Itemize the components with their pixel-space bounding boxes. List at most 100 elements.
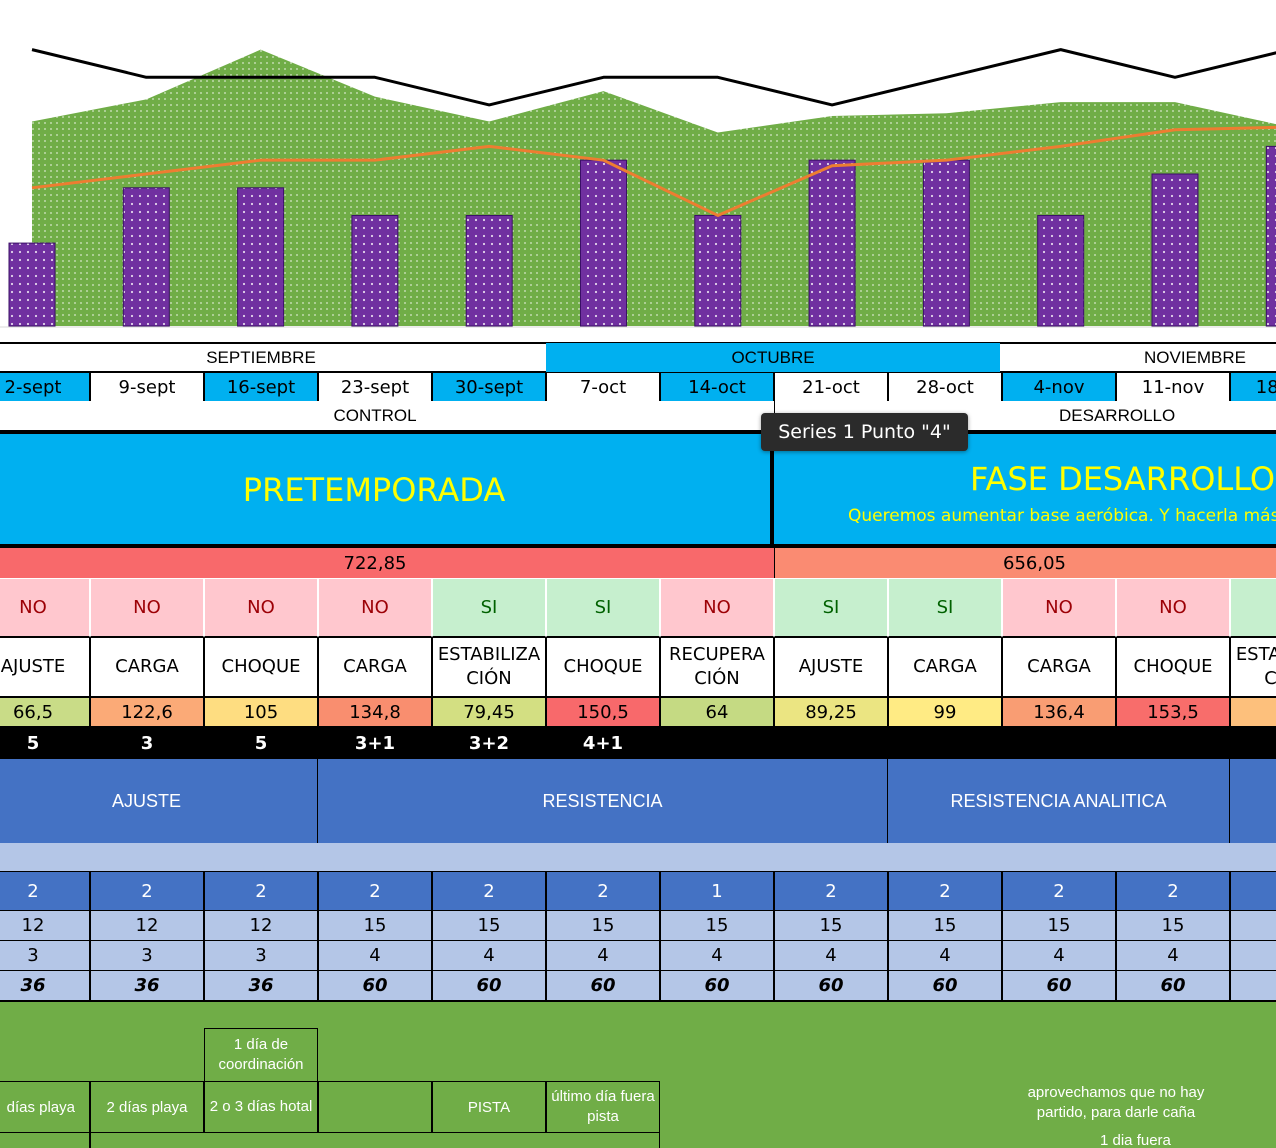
- bar-11[interactable]: [1265, 145, 1276, 327]
- row1-9[interactable]: 2: [1002, 871, 1116, 911]
- row1-1[interactable]: 2: [90, 871, 204, 911]
- match-2[interactable]: NO: [204, 578, 318, 637]
- row4-10[interactable]: 60: [1116, 970, 1230, 1001]
- bar-7[interactable]: [808, 159, 856, 327]
- match-1[interactable]: NO: [90, 578, 204, 637]
- match-10[interactable]: NO: [1116, 578, 1230, 637]
- note-hotal[interactable]: 2 o 3 días hotal: [204, 1081, 318, 1133]
- row3-2[interactable]: 3: [204, 940, 318, 971]
- load-4[interactable]: 79,45: [432, 697, 546, 727]
- bar-1[interactable]: [122, 187, 170, 327]
- sessions-2[interactable]: 5: [254, 732, 268, 754]
- bar-6[interactable]: [694, 214, 742, 327]
- month-octubre[interactable]: OCTUBRE: [546, 343, 1000, 372]
- note-dias-playa[interactable]: días playa: [0, 1081, 90, 1133]
- bar-3[interactable]: [351, 214, 399, 327]
- row4-3[interactable]: 60: [318, 970, 432, 1001]
- micro-1[interactable]: CARGA: [90, 637, 204, 697]
- load-5[interactable]: 150,5: [546, 697, 660, 727]
- phase-desarrollo[interactable]: FASE DESARROLLO Queremos aumentar base ae…: [774, 434, 1276, 545]
- match-5[interactable]: SI: [546, 578, 660, 637]
- match-4[interactable]: SI: [432, 578, 546, 637]
- row1-6[interactable]: 1: [660, 871, 774, 911]
- micro-6[interactable]: RECUPERACIÓN: [660, 637, 774, 697]
- row1-3[interactable]: 2: [318, 871, 432, 911]
- row3-5[interactable]: 4: [546, 940, 660, 971]
- row1-10[interactable]: 2: [1116, 871, 1230, 911]
- row2-4[interactable]: 15: [432, 910, 546, 941]
- note-right-2[interactable]: 1 dia fuera: [1100, 1131, 1171, 1148]
- bar-4[interactable]: [465, 214, 513, 327]
- load-8[interactable]: 99: [888, 697, 1002, 727]
- week-11[interactable]: 18-nov: [1230, 372, 1276, 402]
- row2-7[interactable]: 15: [774, 910, 888, 941]
- note-coordinacion[interactable]: 1 día de coordinación: [204, 1028, 318, 1082]
- week-9[interactable]: 4-nov: [1002, 372, 1116, 402]
- row4-9[interactable]: 60: [1002, 970, 1116, 1001]
- load-10[interactable]: 153,5: [1116, 697, 1230, 727]
- note-pista[interactable]: PISTA: [432, 1081, 546, 1133]
- phase-pretemporada[interactable]: PRETEMPORADA: [0, 434, 772, 545]
- row3-3[interactable]: 4: [318, 940, 432, 971]
- row2-5[interactable]: 15: [546, 910, 660, 941]
- micro-4[interactable]: ESTABILIZACIÓN: [432, 637, 546, 697]
- load-6[interactable]: 64: [660, 697, 774, 727]
- week-6[interactable]: 14-oct: [660, 372, 774, 402]
- row3-4[interactable]: 4: [432, 940, 546, 971]
- week-1[interactable]: 9-sept: [90, 372, 204, 402]
- load-1[interactable]: 122,6: [90, 697, 204, 727]
- row4-11[interactable]: [1230, 970, 1276, 1001]
- block-ajuste[interactable]: AJUSTE: [0, 759, 318, 843]
- row4-2[interactable]: 36: [204, 970, 318, 1001]
- area-series[interactable]: [32, 49, 1276, 326]
- note-2-dias-playa[interactable]: 2 días playa: [90, 1081, 204, 1133]
- match-3[interactable]: NO: [318, 578, 432, 637]
- sessions-3[interactable]: 3+1: [354, 732, 396, 754]
- sessions-4[interactable]: 3+2: [468, 732, 510, 754]
- row4-8[interactable]: 60: [888, 970, 1002, 1001]
- meso-control[interactable]: CONTROL: [0, 401, 774, 431]
- micro-2[interactable]: CHOQUE: [204, 637, 318, 697]
- block-resistencia-analitica[interactable]: RESISTENCIA ANALITICA: [888, 759, 1230, 843]
- load-2[interactable]: 105: [204, 697, 318, 727]
- row2-11[interactable]: [1230, 910, 1276, 941]
- sessions-1[interactable]: 3: [140, 732, 154, 754]
- week-8[interactable]: 28-oct: [888, 372, 1002, 402]
- total-desarrollo[interactable]: 656,05: [774, 548, 1276, 578]
- week-0[interactable]: 2-sept: [0, 372, 90, 402]
- row2-1[interactable]: 12: [90, 910, 204, 941]
- row3-11[interactable]: [1230, 940, 1276, 971]
- row1-7[interactable]: 2: [774, 871, 888, 911]
- row3-9[interactable]: 4: [1002, 940, 1116, 971]
- load-11[interactable]: 11: [1230, 697, 1276, 727]
- note-empty[interactable]: [318, 1081, 432, 1133]
- row2-6[interactable]: 15: [660, 910, 774, 941]
- row3-6[interactable]: 4: [660, 940, 774, 971]
- match-9[interactable]: NO: [1002, 578, 1116, 637]
- row2-9[interactable]: 15: [1002, 910, 1116, 941]
- bar-9[interactable]: [1037, 214, 1085, 327]
- load-3[interactable]: 134,8: [318, 697, 432, 727]
- row1-2[interactable]: 2: [204, 871, 318, 911]
- row2-3[interactable]: 15: [318, 910, 432, 941]
- block-resistencia[interactable]: RESISTENCIA: [318, 759, 888, 843]
- row2-8[interactable]: 15: [888, 910, 1002, 941]
- week-7[interactable]: 21-oct: [774, 372, 888, 402]
- micro-10[interactable]: CHOQUE: [1116, 637, 1230, 697]
- bar-0[interactable]: [8, 242, 56, 327]
- row4-4[interactable]: 60: [432, 970, 546, 1001]
- row3-0[interactable]: 3: [0, 940, 90, 971]
- micro-9[interactable]: CARGA: [1002, 637, 1116, 697]
- row3-10[interactable]: 4: [1116, 940, 1230, 971]
- micro-7[interactable]: AJUSTE: [774, 637, 888, 697]
- load-7[interactable]: 89,25: [774, 697, 888, 727]
- micro-0[interactable]: AJUSTE: [0, 637, 90, 697]
- load-9[interactable]: 136,4: [1002, 697, 1116, 727]
- micro-11[interactable]: ESTABILIZACIÓN: [1230, 637, 1276, 697]
- load-0[interactable]: 66,5: [0, 697, 90, 727]
- row1-11[interactable]: [1230, 871, 1276, 911]
- micro-3[interactable]: CARGA: [318, 637, 432, 697]
- week-10[interactable]: 11-nov: [1116, 372, 1230, 402]
- bar-2[interactable]: [237, 187, 285, 327]
- row1-8[interactable]: 2: [888, 871, 1002, 911]
